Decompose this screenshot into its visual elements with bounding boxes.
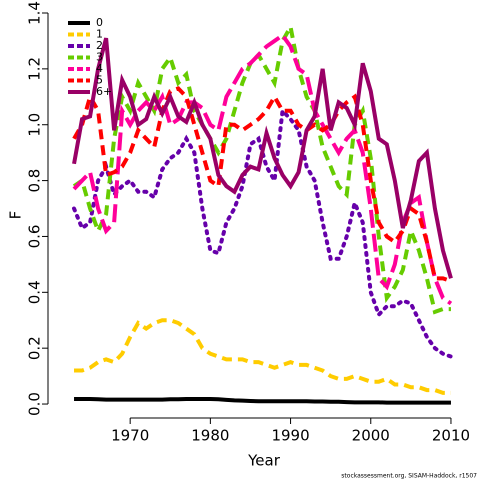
series-line bbox=[72, 86, 452, 284]
y-tick-label: 1.0 bbox=[26, 113, 44, 137]
y-tick-label: 1.4 bbox=[26, 1, 44, 25]
x-tick-label: 1990 bbox=[271, 427, 309, 445]
legend-label: 3 bbox=[96, 51, 103, 64]
y-tick-label: 0.2 bbox=[26, 336, 44, 360]
x-axis-title: Year bbox=[247, 452, 281, 470]
series-line bbox=[72, 21, 451, 315]
x-tick-label: 2000 bbox=[352, 427, 390, 445]
x-tick-label: 1980 bbox=[191, 427, 229, 445]
y-tick-label: 0.6 bbox=[26, 225, 44, 249]
y-tick-label: 1.2 bbox=[26, 57, 44, 81]
series-line bbox=[74, 318, 451, 395]
x-tick-label: 1970 bbox=[111, 427, 149, 445]
legend-label: 2 bbox=[96, 39, 103, 52]
series-line bbox=[72, 32, 453, 306]
y-tick-label: 0.0 bbox=[26, 392, 44, 416]
x-tick-label: 2010 bbox=[432, 427, 470, 445]
y-axis-title: F bbox=[7, 211, 25, 220]
series-line bbox=[74, 397, 451, 405]
legend-label: 5 bbox=[96, 74, 103, 87]
y-tick-label: 0.4 bbox=[26, 280, 44, 304]
y-tick-label: 0.8 bbox=[26, 169, 44, 193]
source-note: stockassessment.org, SISAM-Haddock, r150… bbox=[341, 473, 477, 480]
series-line bbox=[72, 37, 453, 279]
legend-label: 1 bbox=[96, 28, 103, 41]
legend-label: 4 bbox=[96, 62, 103, 75]
legend-label: 6+ bbox=[96, 85, 112, 98]
legend-label: 0 bbox=[96, 16, 103, 29]
